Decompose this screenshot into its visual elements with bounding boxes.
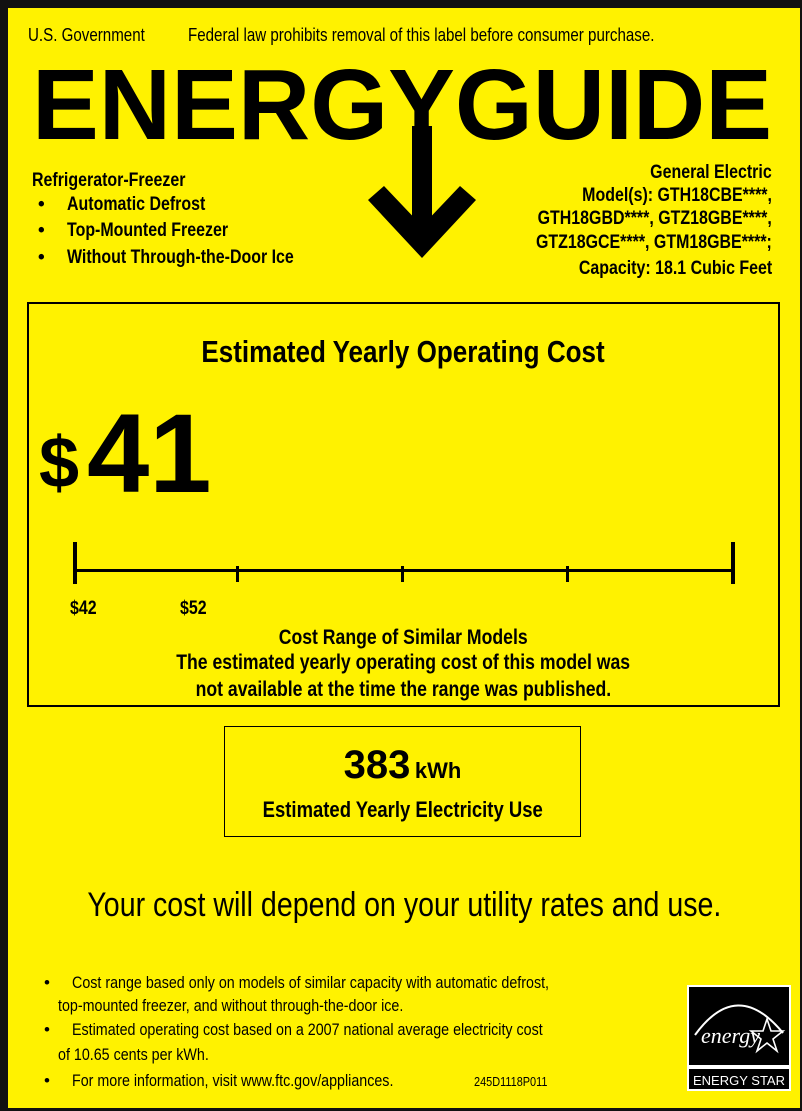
energy-star-label: ENERGY STAR [693,1073,785,1088]
kwh-label: Estimated Yearly Electricity Use [262,797,543,822]
energyguide-label: U.S. Government Federal law prohibits re… [8,8,800,1108]
star-icon [748,1016,786,1054]
cost-value: 41 [87,391,212,516]
scale-tick-start [73,542,77,584]
feature-item: • Without Through-the-Door Ice [38,247,294,268]
down-arrow-icon [368,186,476,258]
product-type: Refrigerator-Freezer [32,170,186,191]
kwh-value: 383 [343,743,411,787]
capacity: Capacity: 18.1 Cubic Feet [578,258,772,279]
label-code: 245D1118P011 [474,1074,548,1089]
scale-tick [566,566,569,582]
depend-statement: Your cost will depend on your utility ra… [87,886,721,924]
arrow-stem [412,126,432,234]
model-line: GTH18GBD****, GTZ18GBE****, [537,208,772,229]
range-note: The estimated yearly operating cost of t… [176,651,631,674]
operating-cost-box: Estimated Yearly Operating Cost $ 41 $42… [27,302,780,707]
range-max: $52 [180,598,207,619]
cost-currency: $ [39,423,80,503]
footnote: • For more information, visit www.ftc.gov… [44,1071,394,1090]
kwh-unit: kWh [414,758,462,783]
electricity-use-box: 383 kWh Estimated Yearly Electricity Use [224,726,581,837]
kwh-readout: 383 kWh [225,743,580,788]
range-min: $42 [70,598,97,619]
scale-tick [236,566,239,582]
footnote: • Cost range based only on models of simi… [44,973,549,992]
range-title: Cost Range of Similar Models [279,626,528,649]
energy-script: energy [701,1023,760,1048]
feature-item: • Top-Mounted Freezer [38,220,228,241]
logo-text: ENERGYGUIDE [32,49,772,161]
removal-notice: Federal law prohibits removal of this la… [188,25,655,45]
footnote-cont: top-mounted freezer, and without through… [58,996,404,1015]
brand: General Electric [650,162,772,183]
cost-range-scale [73,542,735,584]
energy-star-logo: energy ENERGY STAR [687,985,791,1091]
model-line: GTZ18GCE****, GTM18GBE****; [536,232,772,253]
footnote-cont: of 10.65 cents per kWh. [58,1045,209,1064]
cost-title: Estimated Yearly Operating Cost [201,334,606,369]
gov-text: U.S. Government [28,25,145,45]
footnote: • Estimated operating cost based on a 200… [44,1020,543,1039]
energyguide-logo: ENERGYGUIDE [32,49,772,258]
scale-tick-end [731,542,735,584]
range-note: not available at the time the range was … [195,678,612,701]
scale-tick [401,566,404,582]
model-line: Model(s): GTH18CBE****, [582,185,772,206]
feature-item: • Automatic Defrost [38,194,205,215]
